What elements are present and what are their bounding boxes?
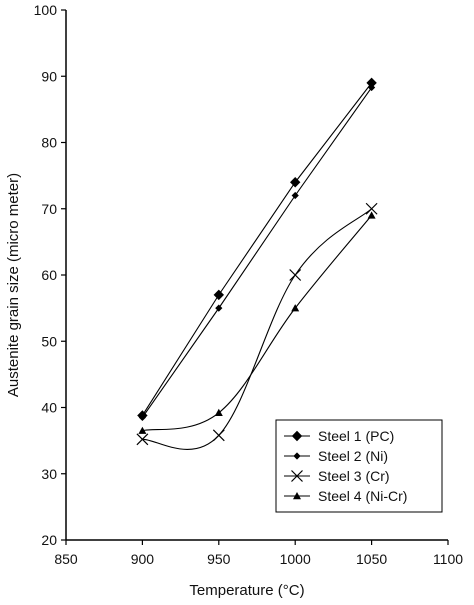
series: [136, 77, 378, 450]
x-tick-label: 900: [131, 551, 155, 567]
y-tick-label: 40: [41, 400, 57, 416]
series-line: [142, 208, 372, 450]
data-point: [214, 408, 223, 416]
series-line: [142, 215, 373, 432]
series-2: [138, 83, 376, 422]
data-point: [215, 304, 223, 312]
y-tick-label: 90: [41, 68, 57, 84]
data-point: [213, 289, 224, 301]
y-tick-label: 100: [34, 2, 58, 18]
legend-box: [275, 419, 443, 513]
series-4: [138, 211, 376, 434]
series-line: [141, 87, 373, 418]
y-tick-label: 20: [41, 532, 57, 548]
data-point: [291, 304, 300, 312]
x-tick-label: 950: [207, 551, 231, 567]
y-tick-label: 30: [41, 466, 57, 482]
data-point: [138, 413, 146, 422]
ticks: 20 30 40 50 60 70 80 90 100 850 900 950 1000 1050 1100: [34, 2, 464, 567]
data-point: [367, 211, 376, 219]
data-point: [290, 177, 301, 188]
legend-marker: [293, 492, 301, 500]
legend-marker: [291, 470, 303, 482]
series-3: [136, 202, 378, 450]
legend-item: Steel 4 (Ni-Cr): [284, 488, 407, 504]
legend-label: Steel 1 (PC): [318, 428, 394, 444]
legend-label: Steel 3 (Cr): [318, 468, 390, 484]
x-axis-title: Temperature (°C): [189, 582, 304, 599]
x-tick-label: 1050: [356, 551, 387, 567]
legend-marker: [291, 430, 303, 442]
legend-item: Steel 3 (Cr): [284, 468, 390, 484]
y-axis-title: Austenite grain size (micro meter): [5, 173, 22, 397]
data-point: [212, 429, 225, 442]
data-point: [365, 202, 378, 215]
legend-marker: [293, 452, 301, 460]
legend-label: Steel 4 (Ni-Cr): [318, 488, 407, 504]
data-point: [138, 426, 147, 434]
legend-item: Steel 1 (PC): [284, 428, 394, 444]
legend: Steel 1 (PC) Steel 2 (Ni) Steel 3 (Cr) Stee…: [275, 419, 443, 513]
x-tick-label: 1100: [433, 551, 463, 567]
legend-label: Steel 2 (Ni): [318, 448, 388, 464]
y-tick-label: 60: [41, 267, 57, 283]
series-1: [137, 77, 377, 421]
data-point: [136, 433, 149, 446]
y-tick-label: 80: [41, 135, 57, 151]
y-tick-label: 70: [41, 201, 57, 217]
x-tick-label: 1000: [280, 551, 311, 567]
data-point: [368, 83, 376, 92]
legend-item: Steel 2 (Ni): [284, 448, 388, 464]
data-point: [291, 191, 299, 200]
data-point: [289, 269, 302, 281]
data-point: [366, 77, 377, 89]
series-line: [141, 82, 373, 416]
y-tick-label: 50: [41, 333, 57, 349]
x-tick-label: 850: [54, 551, 78, 567]
